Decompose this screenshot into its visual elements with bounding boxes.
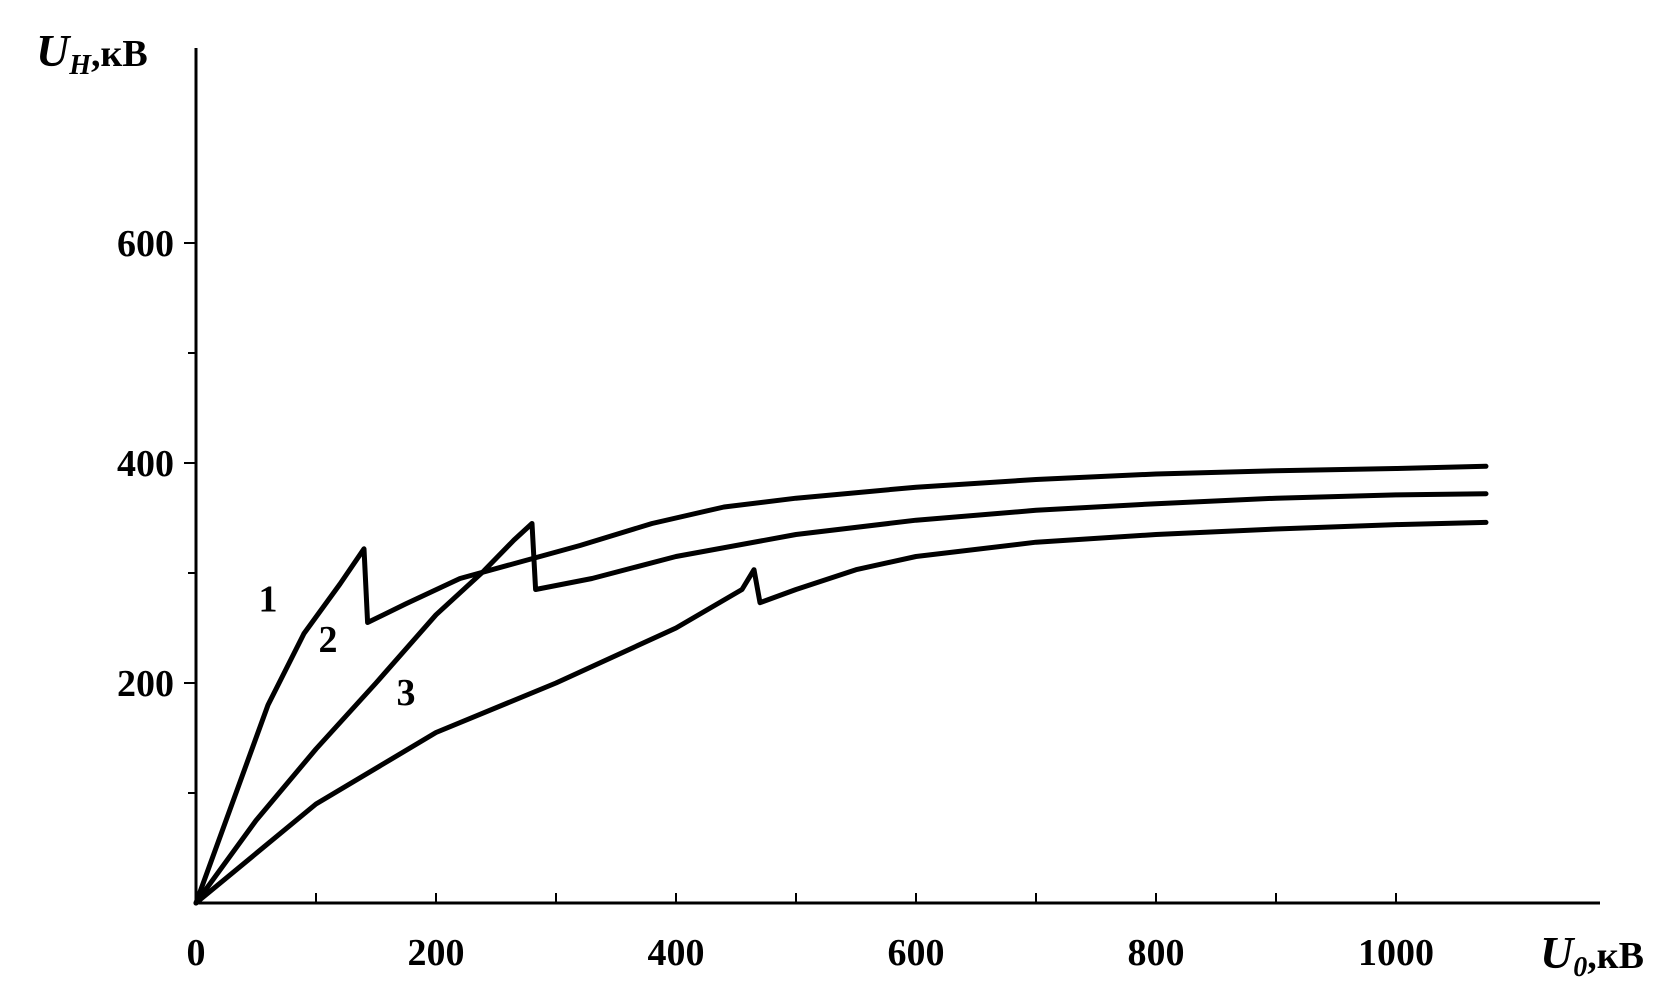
x-axis-label-symbol: U xyxy=(1540,927,1576,978)
ticks xyxy=(184,242,1397,903)
y-axis-label-symbol: U xyxy=(36,25,72,76)
x-tick-label: 400 xyxy=(648,932,705,974)
y-axis-label: UН,кВ xyxy=(36,25,148,81)
y-tick-label: 200 xyxy=(117,663,174,705)
x-tick-label: 1000 xyxy=(1358,932,1434,974)
y-axis-label-unit: ,кВ xyxy=(91,33,148,75)
series-line-3 xyxy=(193,519,1489,906)
x-axis-label: U0,кВ xyxy=(1540,927,1644,983)
series-group xyxy=(193,463,1489,906)
curve-label-1: 1 xyxy=(259,579,278,621)
axes xyxy=(194,48,1600,905)
x-tick-label: 800 xyxy=(1128,932,1185,974)
x-tick-label: 600 xyxy=(888,932,945,974)
y-tick-label: 400 xyxy=(117,443,174,485)
x-tick-label: 200 xyxy=(408,932,465,974)
series-line-2 xyxy=(193,491,1489,906)
y-axis-label-subscript: Н xyxy=(68,50,92,81)
curve-labels: 12 3 xyxy=(259,579,416,715)
x-tick-label: 0 xyxy=(187,932,206,974)
curve-label-3: 3 xyxy=(397,672,416,714)
y-tick-label: 600 xyxy=(117,223,174,265)
series-line-1 xyxy=(193,463,1489,906)
tick-labels: 0 200 400 600 800 1000 200 400 600 xyxy=(117,223,1434,974)
x-axis-label-unit: ,кВ xyxy=(1587,935,1644,977)
curve-label-2: 2 xyxy=(319,619,338,661)
x-axis-label-subscript: 0 xyxy=(1573,952,1587,983)
